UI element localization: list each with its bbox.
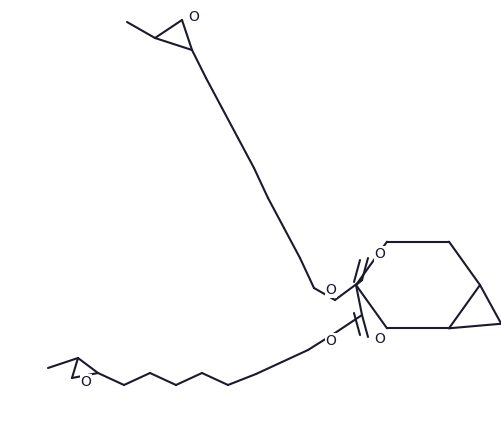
Text: O: O: [188, 10, 199, 24]
Text: O: O: [81, 375, 92, 389]
Text: O: O: [326, 283, 337, 297]
Text: O: O: [375, 332, 385, 346]
Text: O: O: [326, 334, 337, 348]
Text: O: O: [375, 247, 385, 261]
